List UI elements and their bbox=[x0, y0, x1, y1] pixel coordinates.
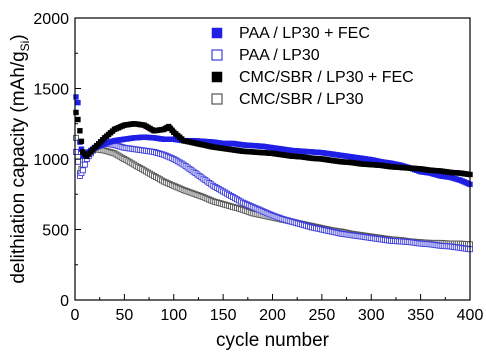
y-axis-title: delithiation capacity (mAh/gSi) bbox=[8, 34, 32, 283]
x-axis-title: cycle number bbox=[216, 330, 330, 351]
y-tick-label: 1500 bbox=[33, 82, 69, 99]
x-axis: 0 50 100 150 200 250 300 350 400 bbox=[71, 294, 484, 324]
y-axis: 0 500 1000 1500 2000 bbox=[33, 11, 81, 310]
legend-marker bbox=[211, 27, 223, 39]
legend-marker bbox=[211, 93, 223, 105]
series-2 bbox=[73, 109, 473, 178]
legend-label: PAA / LP30 bbox=[239, 47, 320, 64]
data-point bbox=[81, 161, 88, 168]
legend-label: CMC/SBR / LP30 bbox=[239, 91, 364, 108]
y-axis-title-main: delithiation capacity (mAh/g bbox=[8, 51, 29, 283]
x-tick-label: 50 bbox=[115, 307, 133, 324]
y-tick-label: 500 bbox=[42, 223, 69, 240]
x-tick-label: 100 bbox=[160, 307, 187, 324]
x-tick-label: 300 bbox=[358, 307, 385, 324]
data-point bbox=[75, 158, 81, 165]
data-point bbox=[78, 138, 85, 145]
plot-area bbox=[73, 94, 473, 253]
data-point bbox=[73, 109, 79, 116]
x-tick-label: 0 bbox=[71, 307, 80, 324]
data-point bbox=[73, 94, 79, 100]
y-tick-label: 0 bbox=[60, 293, 69, 310]
data-point bbox=[75, 99, 81, 106]
data-point bbox=[79, 167, 86, 174]
legend-marker bbox=[211, 49, 223, 61]
x-tick-label: 150 bbox=[210, 307, 237, 324]
series-0 bbox=[73, 94, 473, 188]
data-point bbox=[75, 116, 81, 123]
y-tick-label: 2000 bbox=[33, 11, 69, 28]
series-1 bbox=[73, 140, 473, 253]
y-tick-label: 1000 bbox=[33, 152, 69, 169]
data-point bbox=[73, 148, 79, 155]
y-axis-title-suffix: ) bbox=[8, 34, 29, 40]
data-point bbox=[73, 134, 79, 141]
x-tick-label: 200 bbox=[259, 307, 286, 324]
data-point bbox=[77, 128, 83, 134]
x-tick-label: 250 bbox=[309, 307, 336, 324]
legend-marker bbox=[211, 71, 223, 83]
x-tick-label: 350 bbox=[407, 307, 434, 324]
legend: PAA / LP30 + FEC PAA / LP30 CMC/SBR / LP30… bbox=[211, 25, 414, 108]
x-tick-label: 400 bbox=[457, 307, 484, 324]
y-axis-title-subscript: Si bbox=[18, 41, 32, 52]
legend-label: PAA / LP30 + FEC bbox=[239, 25, 370, 42]
legend-label: CMC/SBR / LP30 + FEC bbox=[239, 69, 414, 86]
